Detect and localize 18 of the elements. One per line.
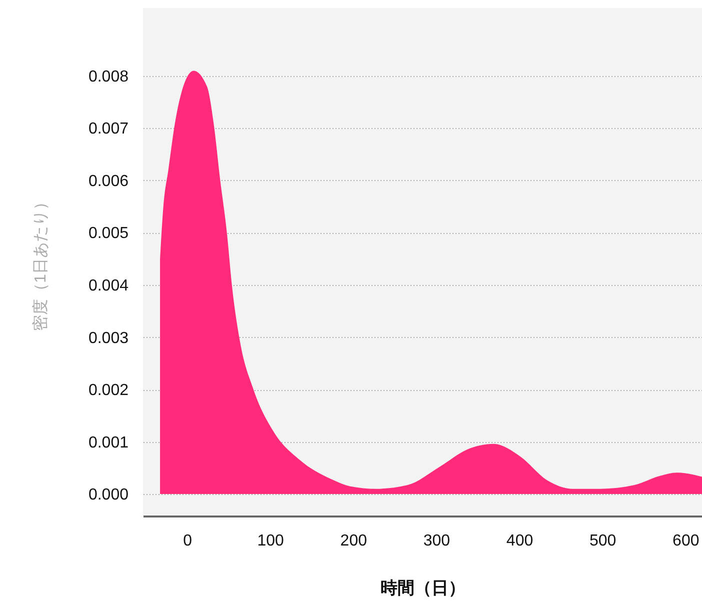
y-tick-label: 0.002 (88, 382, 129, 400)
x-tick-label: 200 (340, 532, 368, 550)
x-tick-label: 100 (257, 532, 284, 550)
y-tick-label: 0.004 (88, 277, 129, 294)
y-tick-label: 0.003 (88, 330, 129, 347)
y-axis-title: 密度（1日あたり） (31, 194, 50, 331)
x-tick-label: 0 (183, 532, 192, 550)
y-tick-label: 0.008 (88, 68, 129, 86)
y-tick-label: 0.005 (88, 225, 129, 242)
x-axis-title: 時間（日） (380, 578, 466, 598)
y-tick-label: 0.001 (88, 434, 129, 452)
y-tick-label: 0.006 (88, 172, 129, 190)
x-tick-label: 500 (589, 532, 616, 550)
x-tick-label: 300 (423, 532, 450, 550)
x-tick-label: 400 (506, 532, 534, 550)
y-tick-label: 0.000 (88, 486, 129, 504)
x-tick-label: 600 (672, 532, 700, 550)
y-tick-label: 0.007 (88, 120, 129, 138)
